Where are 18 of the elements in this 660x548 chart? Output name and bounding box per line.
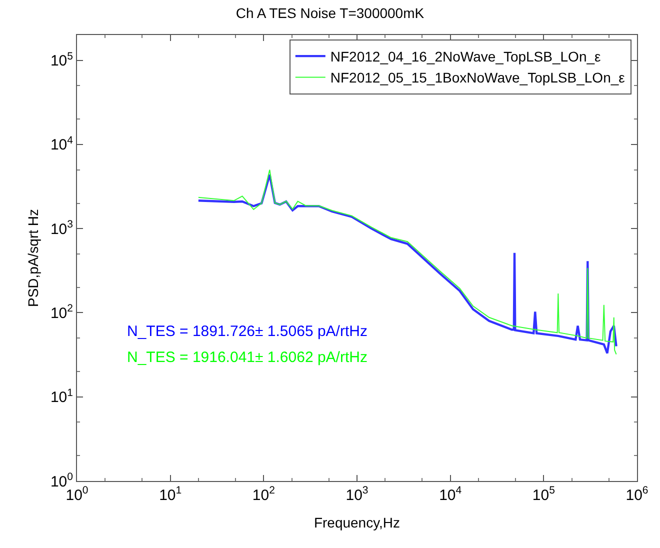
x-tick-label: 10$^{5}$ [532,484,556,504]
x-tick-label: 10$^{1}$ [159,484,182,504]
y-tick-label: 10$^{5}$ [50,50,74,70]
y-tick-label: 10$^{1}$ [50,386,74,406]
x-tick-label: 10$^{2}$ [252,484,276,504]
x-tick-label: 10$^{4}$ [439,484,462,504]
legend-label: NF2012_05_15_1BoxNoWave_TopLSB_LOn_ε [330,70,625,86]
y-tick-label: 10$^{3}$ [50,218,74,238]
x-tick-label: 10$^{6}$ [626,484,648,504]
y-tick-label: 10$^{4}$ [50,134,74,154]
x-tick-label: 10$^{3}$ [346,484,368,504]
annotation: N_TES = 1916.041± 1.6062 pA/rtHz [127,349,368,366]
annotation: N_TES = 1891.726± 1.5065 pA/rtHz [127,323,368,340]
chart-title: Ch A TES Noise T=300000mK [236,5,425,22]
y-axis-title: PSD,pA/sqrt Hz [25,208,42,308]
x-axis-title: Frequency,Hz [314,514,400,530]
y-tick-label: 10$^{2}$ [50,302,74,322]
legend-label: NF2012_04_16_2NoWave_TopLSB_LOn_ε [330,48,601,65]
